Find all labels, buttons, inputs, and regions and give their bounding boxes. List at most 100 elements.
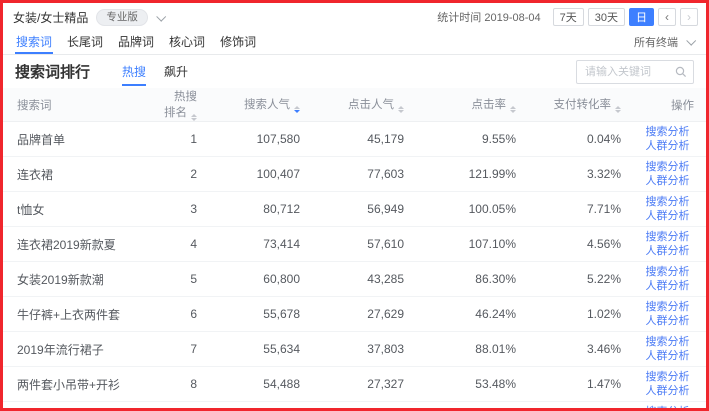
column-header-rank[interactable]: 热搜排名: [163, 88, 215, 122]
search-analysis-link[interactable]: 搜索分析: [645, 126, 690, 138]
cell-click-popularity: 43,285: [308, 261, 412, 297]
cell-cvr: 7.71%: [524, 191, 629, 227]
search-analysis-link[interactable]: 搜索分析: [645, 161, 690, 173]
sort-icon: [191, 114, 197, 121]
audience-analysis-link[interactable]: 人群分析: [645, 210, 690, 222]
cell-actions: 搜索分析人群分析: [629, 226, 706, 262]
search-analysis-link[interactable]: 搜索分析: [645, 196, 690, 208]
cell-rank: 5: [163, 261, 215, 297]
chevron-down-icon: [156, 11, 167, 22]
cell-click-popularity: 37,394: [308, 401, 412, 408]
cell-click-popularity: 57,610: [308, 226, 412, 262]
table-row: 连衣裙2019新款夏 4 73,414 57,610 107.10% 4.56%…: [3, 226, 706, 262]
sort-icon: [510, 106, 516, 113]
cell-ctr: 88.01%: [412, 331, 524, 367]
table-row: 裙子 9 52,995 37,394 101.82% 2.96% 搜索分析人群分…: [3, 401, 706, 408]
cell-keyword: 女装2019新款潮: [3, 261, 163, 297]
cell-click-popularity: 27,629: [308, 296, 412, 332]
search-icon: [675, 66, 687, 77]
range-button-day[interactable]: 日: [629, 8, 654, 26]
cell-rank: 3: [163, 191, 215, 227]
cell-search-popularity: 55,678: [215, 296, 308, 332]
tab-longtail-words[interactable]: 长尾词: [67, 35, 104, 49]
table-row: 牛仔裤+上衣两件套 6 55,678 27,629 46.24% 1.02% 搜…: [3, 296, 706, 332]
table-row: 品牌首单 1 107,580 45,179 9.55% 0.04% 搜索分析 人群…: [3, 122, 706, 157]
cell-click-popularity: 27,327: [308, 366, 412, 402]
column-header-click-popularity[interactable]: 点击人气: [308, 88, 412, 122]
table-header-row: 搜索词 热搜排名 搜索人气 点击人气 点击率 支付转化率 操作: [3, 88, 706, 122]
cell-search-popularity: 55,634: [215, 331, 308, 367]
sort-icon: [615, 106, 621, 113]
search-analysis-link[interactable]: 搜索分析: [645, 336, 690, 348]
audience-analysis-link[interactable]: 人群分析: [645, 245, 690, 257]
column-header-search-popularity[interactable]: 搜索人气: [215, 88, 308, 122]
cell-search-popularity: 100,407: [215, 156, 308, 192]
subtab-rising[interactable]: 飙升: [164, 65, 189, 79]
cell-ctr: 9.55%: [481, 132, 516, 146]
cell-rank: 1: [190, 132, 197, 146]
search-analysis-link[interactable]: 搜索分析: [630, 405, 705, 408]
section-header: 搜索词排行 热搜 飙升: [3, 55, 706, 88]
cell-keyword: 牛仔裤+上衣两件套: [3, 296, 163, 332]
topbar: 女装/女士精品 专业版 统计时间 2019-08-04 7天 30天 日 ‹ ›: [3, 3, 706, 29]
terminal-filter-label: 所有终端: [634, 36, 678, 49]
audience-analysis-link[interactable]: 人群分析: [645, 315, 690, 327]
table-row: t恤女 3 80,712 56,949 100.05% 7.71% 搜索分析 人群…: [3, 191, 706, 227]
cell-cvr: 1.02%: [524, 296, 629, 332]
cell-actions: 搜索分析人群分析: [629, 122, 706, 157]
search-analysis-link[interactable]: 搜索分析: [645, 371, 690, 383]
cell-cvr: 3.32%: [524, 156, 629, 192]
ranking-table: 搜索词 热搜排名 搜索人气 点击人气 点击率 支付转化率 操作 品牌首单 1 1…: [3, 88, 706, 408]
sort-icon: [398, 106, 404, 113]
search-analysis-link[interactable]: 搜索分析: [645, 301, 690, 313]
tab-modifier-words[interactable]: 修饰词: [220, 35, 257, 49]
table-row: 两件套小吊带+开衫 8 54,488 27,327 53.48% 1.47% 搜…: [3, 366, 706, 402]
category-selector[interactable]: 女装/女士精品 专业版: [13, 8, 167, 26]
audience-analysis-link[interactable]: 人群分析: [645, 140, 690, 152]
page-title: 搜索词排行: [15, 64, 91, 81]
search-analysis-link[interactable]: 搜索分析: [645, 231, 690, 243]
cell-click-popularity: 37,803: [308, 331, 412, 367]
cell-search-popularity: 107,580: [256, 132, 300, 146]
cell-click-popularity: 45,179: [367, 132, 404, 146]
table-row: 女装2019新款潮 5 60,800 43,285 86.30% 5.22% 搜…: [3, 261, 706, 297]
cell-keyword: 2019年流行裙子: [3, 331, 163, 367]
column-header-actions: 操作: [629, 88, 706, 122]
table-row: 2019年流行裙子 7 55,634 37,803 88.01% 3.46% 搜…: [3, 331, 706, 367]
cell-cvr: 3.46%: [524, 331, 629, 367]
tab-brand-words[interactable]: 品牌词: [118, 35, 155, 49]
audience-analysis-link[interactable]: 人群分析: [645, 280, 690, 292]
cell-rank: 7: [163, 331, 215, 367]
terminal-filter[interactable]: 所有终端: [634, 29, 697, 54]
cell-rank: 2: [163, 156, 215, 192]
cell-ctr: 46.24%: [412, 296, 524, 332]
table-body: 品牌首单 1 107,580 45,179 9.55% 0.04% 搜索分析 人群…: [3, 122, 706, 408]
cell-click-popularity: 77,603: [308, 156, 412, 192]
column-header-cvr[interactable]: 支付转化率: [524, 88, 629, 122]
column-header-keyword: 搜索词: [3, 88, 163, 122]
cell-ctr: 101.82%: [412, 401, 524, 408]
range-button-30d[interactable]: 30天: [587, 8, 625, 26]
audience-analysis-link[interactable]: 人群分析: [645, 350, 690, 362]
subtab-hot[interactable]: 热搜: [122, 55, 147, 88]
tab-search-words[interactable]: 搜索词: [15, 29, 54, 54]
cell-actions: 搜索分析人群分析: [629, 191, 706, 227]
next-date-button[interactable]: ›: [680, 8, 698, 26]
cell-search-popularity: 54,488: [215, 366, 308, 402]
audience-analysis-link[interactable]: 人群分析: [645, 175, 690, 187]
keyword-search-box[interactable]: [576, 59, 694, 84]
audience-analysis-link[interactable]: 人群分析: [645, 385, 690, 397]
range-button-7d[interactable]: 7天: [552, 8, 584, 26]
column-header-ctr[interactable]: 点击率: [412, 88, 524, 122]
cell-keyword: 连衣裙: [3, 156, 163, 192]
tab-core-words[interactable]: 核心词: [169, 35, 206, 49]
cell-ctr: 107.10%: [412, 226, 524, 262]
cell-actions: 搜索分析人群分析: [629, 261, 706, 297]
search-analysis-link[interactable]: 搜索分析: [645, 266, 690, 278]
cell-actions: 搜索分析人群分析: [629, 331, 706, 367]
prev-date-button[interactable]: ‹: [658, 8, 676, 26]
keyword-search-input[interactable]: [583, 64, 675, 79]
cell-cvr: 5.22%: [524, 261, 629, 297]
cell-search-popularity: 52,995: [215, 401, 308, 408]
table-row: 连衣裙 2 100,407 77,603 121.99% 3.32% 搜索分析人…: [3, 156, 706, 192]
